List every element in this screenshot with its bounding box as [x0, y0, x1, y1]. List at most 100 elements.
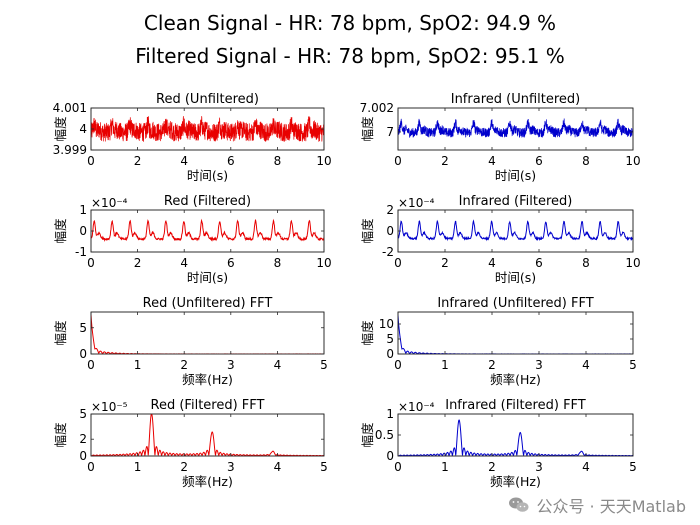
x-tick-label: 2	[488, 358, 496, 372]
x-tick-label: 0	[394, 460, 402, 474]
x-tick-label: 0	[87, 460, 95, 474]
x-tick-label: 2	[180, 358, 188, 372]
y-tick-label: 2	[79, 432, 87, 446]
x-tick-label: 1	[441, 358, 449, 372]
wechat-icon	[509, 497, 529, 512]
x-tick-label: 10	[316, 256, 331, 270]
y-tick-label: 0	[79, 347, 87, 361]
x-tick-label: 5	[320, 460, 328, 474]
y-axis-label: 幅度	[53, 422, 68, 448]
x-tick-label: 4	[488, 154, 496, 168]
y-tick-label: 4	[79, 122, 87, 136]
series-line-0	[91, 414, 324, 456]
suptitle-line-1: Clean Signal - HR: 78 bpm, SpO2: 94.9 %	[144, 11, 556, 35]
x-axis-label: 频率(Hz)	[490, 372, 541, 387]
x-tick-label: 4	[582, 460, 590, 474]
x-axis-label: 频率(Hz)	[182, 372, 233, 387]
watermark-text: 公众号 · 天天Matlab	[536, 497, 686, 516]
subplot-title: Infrared (Filtered) FFT	[445, 398, 586, 413]
x-axis-label: 时间(s)	[187, 168, 228, 183]
x-tick-label: 0	[394, 256, 402, 270]
y-tick-label: 5	[386, 332, 394, 346]
y-tick-label: 0	[386, 224, 394, 238]
x-tick-label: 0	[87, 154, 95, 168]
axes-frame	[397, 107, 634, 151]
x-tick-label: 8	[582, 154, 590, 168]
y-axis-label: 幅度	[360, 422, 375, 448]
x-tick-label: 4	[274, 358, 282, 372]
x-tick-label: 10	[316, 154, 331, 168]
subplot-title: Red (Unfiltered)	[156, 92, 259, 107]
x-tick-label: 0	[87, 358, 95, 372]
subplot-title: Red (Filtered) FFT	[151, 398, 265, 413]
plot-area	[397, 311, 634, 355]
x-tick-label: 4	[274, 460, 282, 474]
x-tick-label: 3	[227, 358, 235, 372]
y-tick-label: 0	[386, 347, 394, 361]
x-tick-label: 4	[180, 256, 188, 270]
series-line-0	[398, 419, 633, 456]
suptitle-line-2: Filtered Signal - HR: 78 bpm, SpO2: 95.1…	[135, 44, 564, 68]
watermark: 公众号 · 天天Matlab	[508, 493, 686, 517]
x-tick-label: 3	[227, 460, 235, 474]
x-tick-label: 1	[134, 460, 142, 474]
y-tick-label: 7.002	[360, 101, 394, 115]
y-tick-label: 1	[79, 203, 87, 217]
y-exponent-label: ×10⁻⁴	[398, 400, 435, 414]
subplot-title: Red (Filtered)	[164, 194, 251, 209]
y-tick-label: 2	[386, 203, 394, 217]
plot-area	[90, 413, 325, 457]
x-tick-label: 2	[180, 460, 188, 474]
axes-frame	[397, 311, 634, 355]
y-tick-label: -1	[75, 245, 87, 259]
x-tick-label: 0	[394, 154, 402, 168]
series-line-0	[91, 116, 324, 142]
y-axis-label: 幅度	[53, 320, 68, 346]
x-axis-label: 时间(s)	[495, 168, 536, 183]
subplot-ir_f_fft: 0 1 2 3 4 5 0 0.5 1 Infrared (Filtered) FFT 频率(Hz)…	[360, 398, 637, 489]
y-tick-label: 4.001	[53, 101, 87, 115]
x-tick-label: 8	[274, 256, 282, 270]
x-tick-label: 1	[441, 460, 449, 474]
subplot-title: Infrared (Unfiltered)	[451, 92, 581, 107]
series-line-0	[398, 118, 633, 138]
x-tick-label: 4	[180, 154, 188, 168]
x-tick-label: 0	[394, 358, 402, 372]
subplot-title: Infrared (Unfiltered) FFT	[437, 296, 593, 311]
y-tick-label: 3.999	[53, 143, 87, 157]
subplot-title: Infrared (Filtered)	[459, 194, 573, 209]
y-tick-label: 0	[386, 449, 394, 463]
x-tick-label: 4	[582, 358, 590, 372]
subplot-red_unf_fft: 0 1 2 3 4 5 0 5 Red (Unfiltered) FFT 频率(Hz) 幅度	[53, 296, 328, 387]
x-axis-label: 频率(Hz)	[490, 474, 541, 489]
y-tick-label: 0	[79, 224, 87, 238]
x-tick-label: 2	[441, 256, 449, 270]
axes-frame	[90, 413, 325, 457]
y-axis-label: 幅度	[53, 116, 68, 142]
x-tick-label: 5	[629, 358, 637, 372]
y-tick-label: -2	[382, 245, 394, 259]
x-tick-label: 10	[625, 256, 640, 270]
x-tick-label: 5	[629, 460, 637, 474]
y-tick-label: 0.5	[375, 428, 394, 442]
y-axis-label: 幅度	[360, 218, 375, 244]
x-tick-label: 4	[488, 256, 496, 270]
y-tick-label: 5	[79, 407, 87, 421]
series-line-0	[91, 218, 324, 242]
axes-frame	[90, 311, 325, 355]
subplot-title: Red (Unfiltered) FFT	[143, 296, 273, 311]
x-tick-label: 5	[320, 358, 328, 372]
subplot-red_unf: 0 2 4 6 8 10 3.999 4 4.001 Red (Unfiltered) 时间(s) 幅…	[53, 92, 332, 183]
y-axis-label: 幅度	[360, 320, 375, 346]
x-tick-label: 2	[441, 154, 449, 168]
y-exponent-label: ×10⁻⁵	[91, 400, 128, 414]
y-exponent-label: ×10⁻⁴	[398, 196, 435, 210]
x-tick-label: 6	[535, 154, 543, 168]
y-tick-label: 0	[79, 449, 87, 463]
x-tick-label: 6	[227, 154, 235, 168]
plot-area	[90, 209, 325, 253]
